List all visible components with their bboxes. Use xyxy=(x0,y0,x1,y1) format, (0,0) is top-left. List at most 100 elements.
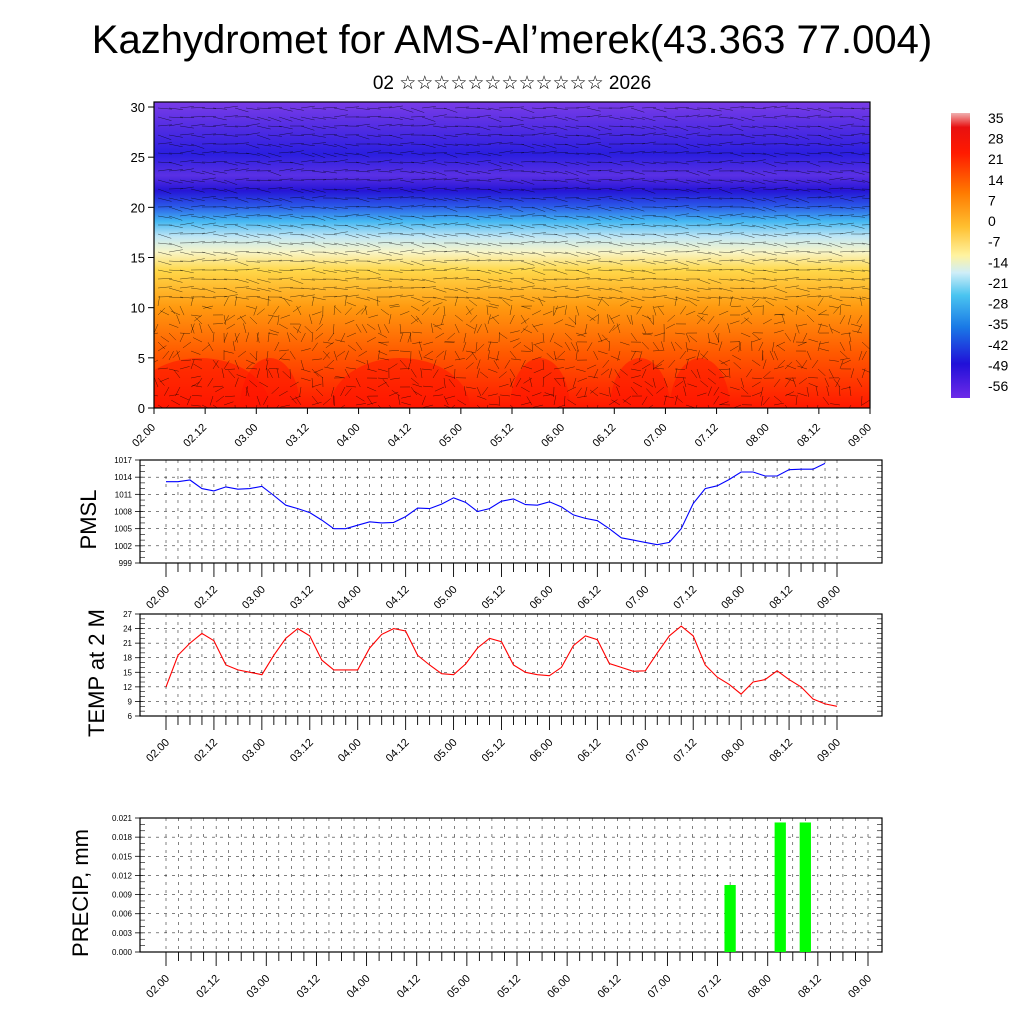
wind-barb xyxy=(597,115,612,118)
wind-barb xyxy=(498,161,513,166)
wind-barb xyxy=(259,381,269,388)
wind-barb xyxy=(773,204,788,208)
wind-barb xyxy=(696,233,711,235)
wind-barb xyxy=(729,186,744,190)
colorbar-label: -35 xyxy=(988,316,1008,332)
wind-barb xyxy=(531,278,546,282)
series-line xyxy=(166,462,826,546)
wind-barb xyxy=(476,404,481,408)
wind-barb xyxy=(687,348,698,352)
wind-barb xyxy=(333,159,348,163)
wind-barb xyxy=(751,269,766,271)
wind-barb xyxy=(685,160,700,163)
wind-barb xyxy=(839,178,854,181)
wind-barb xyxy=(399,161,414,164)
wind-barb xyxy=(564,287,579,292)
wind-barb xyxy=(476,125,491,131)
wind-barb xyxy=(292,305,302,313)
wind-barb xyxy=(509,404,514,408)
y-tick-label: 0.000 xyxy=(112,948,133,957)
wind-barb xyxy=(850,152,865,156)
wind-barb xyxy=(410,305,420,312)
wind-barb xyxy=(828,305,839,309)
wind-barb xyxy=(696,196,711,199)
wind-barb xyxy=(773,395,782,403)
wind-barb xyxy=(839,222,854,226)
wind-barb xyxy=(465,278,480,280)
wind-barb xyxy=(234,296,249,300)
wind-barb xyxy=(190,314,201,317)
wind-barb xyxy=(487,251,502,255)
wind-barb xyxy=(432,277,447,280)
wind-barb xyxy=(586,305,597,311)
wind-barb xyxy=(833,378,841,388)
wind-barb xyxy=(289,350,296,360)
wind-barb xyxy=(773,402,784,406)
wind-barb xyxy=(234,125,249,127)
wind-barb xyxy=(564,224,579,230)
x-tick-label: 07.12 xyxy=(671,584,699,612)
wind-barb xyxy=(377,278,392,282)
wind-barb xyxy=(443,134,458,137)
chart-title: Kazhydromet for AMS-Al’merek(43.363 77.0… xyxy=(91,18,933,62)
wind-barb xyxy=(267,143,282,148)
wind-barb xyxy=(377,368,388,372)
wind-barb xyxy=(421,286,436,289)
wind-barb xyxy=(641,179,656,183)
wind-barb xyxy=(531,310,542,316)
panel-frame xyxy=(139,817,883,953)
wind-barb xyxy=(421,296,436,299)
wind-barb xyxy=(333,188,348,191)
wind-barb xyxy=(564,395,566,406)
wind-barb xyxy=(795,395,798,406)
wind-barb xyxy=(575,179,590,185)
wind-barb xyxy=(806,161,821,167)
wind-barb xyxy=(355,323,362,333)
wind-barb xyxy=(685,249,700,253)
wind-barb xyxy=(223,296,229,307)
wind-barb xyxy=(626,314,632,325)
wind-barb xyxy=(795,305,805,312)
wind-barb xyxy=(663,377,668,388)
wind-barb xyxy=(674,332,685,335)
wind-barb xyxy=(332,395,335,406)
wind-barb xyxy=(717,332,720,343)
wind-barb xyxy=(795,278,810,281)
wind-barb xyxy=(597,196,612,199)
wind-barb xyxy=(806,242,821,245)
wind-barb xyxy=(283,298,291,307)
x-tick-label: 08.12 xyxy=(795,422,823,450)
wind-barb xyxy=(256,332,259,343)
wind-barb xyxy=(652,206,667,209)
wind-barb xyxy=(619,259,634,262)
wind-barb xyxy=(344,368,350,378)
wind-barb xyxy=(487,188,502,194)
wind-barb xyxy=(751,170,766,176)
wind-barb xyxy=(839,315,846,325)
wind-barb xyxy=(696,134,711,137)
wind-barb xyxy=(333,295,348,298)
y-axis-title: PMSL xyxy=(76,490,101,550)
wind-barb xyxy=(300,133,315,136)
wind-barb xyxy=(718,278,733,281)
wind-barb xyxy=(773,143,788,145)
wind-barb xyxy=(795,116,810,119)
wind-barb xyxy=(751,215,766,220)
wind-barb xyxy=(740,161,755,163)
wind-barb xyxy=(586,197,601,200)
wind-barb xyxy=(476,188,491,190)
wind-barb xyxy=(828,214,843,217)
wind-barb xyxy=(784,107,799,109)
wind-barb xyxy=(333,305,336,316)
wind-barb xyxy=(190,359,195,370)
wind-barb xyxy=(652,241,667,244)
wind-barb xyxy=(399,170,414,173)
wind-barb xyxy=(762,359,767,370)
wind-barb xyxy=(157,269,172,273)
wind-barb xyxy=(300,125,315,131)
wind-barb xyxy=(194,316,203,325)
wind-barb xyxy=(608,134,623,136)
wind-barb xyxy=(344,161,359,164)
wind-barb xyxy=(533,323,544,327)
wind-barb xyxy=(215,395,225,403)
